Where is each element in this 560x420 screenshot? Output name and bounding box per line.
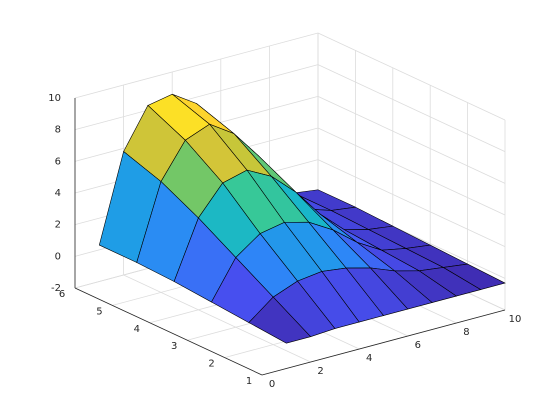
x-tick-label: 6 xyxy=(415,340,421,351)
grid-line xyxy=(74,64,319,131)
y-tick-label: 2 xyxy=(208,359,214,370)
x-tick-label: 10 xyxy=(509,314,522,325)
axis-line xyxy=(74,287,263,376)
grid-line xyxy=(317,159,506,248)
grid-line xyxy=(317,127,506,216)
z-tick-label: -2 xyxy=(51,283,61,294)
grid-line xyxy=(123,274,311,363)
y-tick-label: 4 xyxy=(134,324,140,335)
surface-face xyxy=(248,296,312,344)
x-tick-label: 4 xyxy=(366,353,372,364)
z-tick-label: 2 xyxy=(55,220,61,231)
z-tick-label: 0 xyxy=(55,251,61,262)
grid-line xyxy=(317,32,506,121)
x-tick-label: 0 xyxy=(269,379,275,390)
z-tick-label: 4 xyxy=(55,188,61,199)
grid-line xyxy=(317,64,506,153)
y-tick-label: 6 xyxy=(59,289,65,300)
axis-line xyxy=(261,309,506,376)
y-tick-label: 3 xyxy=(171,341,177,352)
z-tick-label: 6 xyxy=(55,156,61,167)
y-tick-label: 5 xyxy=(96,306,102,317)
z-tick-label: 10 xyxy=(48,93,61,104)
z-tick-label: 8 xyxy=(55,125,61,136)
x-tick-label: 8 xyxy=(463,327,469,338)
grid-line xyxy=(317,95,506,184)
grid-line xyxy=(74,32,319,99)
x-tick-label: 2 xyxy=(317,366,323,377)
y-tick-label: 1 xyxy=(246,376,252,387)
